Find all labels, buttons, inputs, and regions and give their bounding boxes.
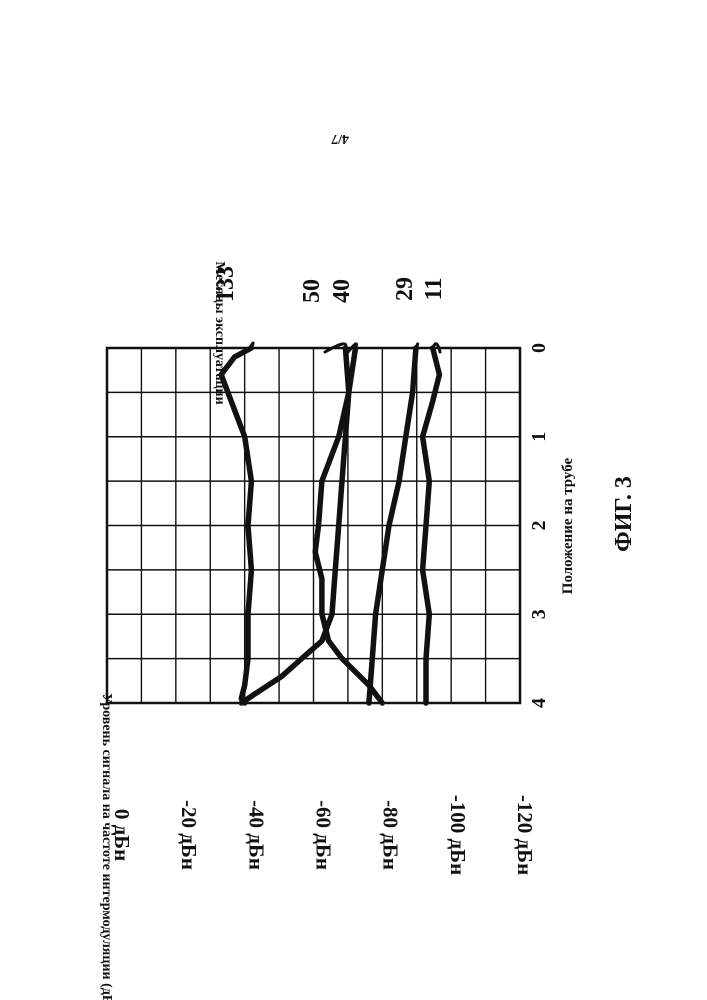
leader-line-133 (250, 343, 253, 348)
figure-label: ФИГ. 3 (611, 476, 637, 552)
series-label-11: 11 (421, 278, 447, 301)
series-label-50: 50 (299, 279, 325, 303)
x-tick-label: 1 (528, 432, 550, 442)
y-tick-label: -40 дБн (244, 800, 268, 870)
x-axis-title: Положение на трубе (560, 457, 576, 594)
legend-title: Месяцы эксплуатации (212, 261, 227, 404)
y-tick-label: -120 дБн (513, 795, 537, 875)
y-tick-label: -80 дБн (379, 800, 403, 870)
x-tick-label: 2 (528, 521, 550, 531)
y-tick-label: -20 дБн (177, 800, 201, 870)
series-label-40: 40 (329, 279, 355, 303)
x-tick-label: 4 (528, 698, 550, 708)
series-label-29: 29 (392, 277, 418, 301)
y-tick-label: -100 дБн (446, 795, 470, 875)
x-tick-label: 3 (528, 609, 550, 619)
x-tick-label: 0 (528, 343, 550, 353)
series-layer (221, 343, 440, 703)
y-tick-label: -60 дБн (311, 800, 335, 870)
y-axis-title: Уровень сигнала на частоте интермодуляци… (99, 693, 114, 1000)
